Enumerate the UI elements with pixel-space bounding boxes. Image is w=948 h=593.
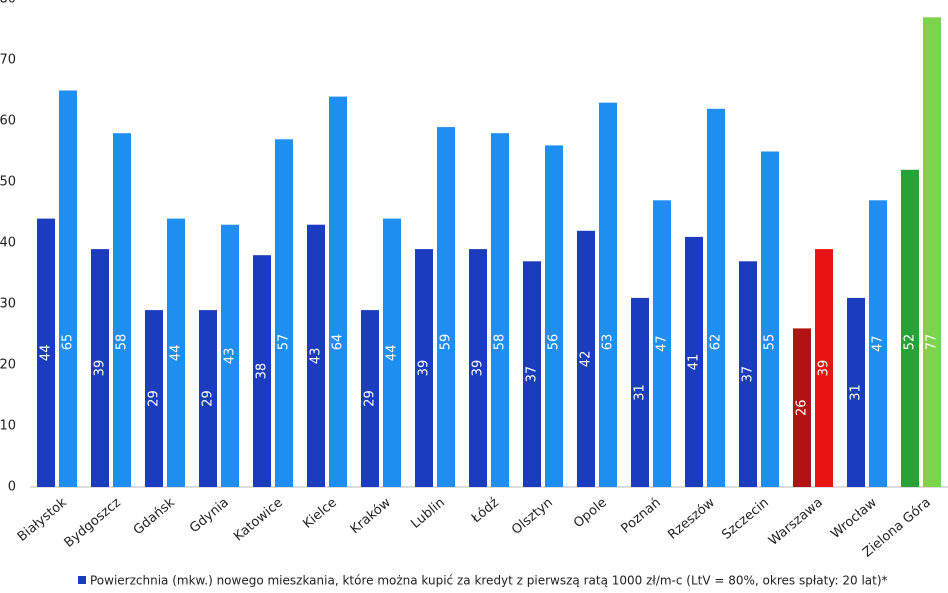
x-tick-label: Kraków [348,495,394,537]
value-label: 47 [655,335,670,352]
x-tick-label: Białystok [15,495,70,545]
x-tick-label: Wrocław [828,495,880,542]
value-label: 44 [385,345,400,362]
x-tick-label: Gdańsk [131,495,178,538]
value-label: 58 [493,334,508,351]
bar [469,249,487,487]
x-tick-label: Katowice [231,495,286,544]
legend-label: Powierzchnia (mkw.) nowego mieszkania, k… [90,574,888,588]
value-label: 39 [93,360,108,377]
bar [91,249,109,487]
bar [415,249,433,487]
x-tick-label: Rzeszów [665,495,718,543]
y-tick-label: 40 [0,236,16,251]
y-tick-label: 0 [8,480,16,495]
y-tick-label: 50 [0,175,16,190]
bar [847,297,865,487]
x-tick-label: Warszawa [766,495,826,549]
bar [253,255,271,487]
bar [577,230,595,488]
value-label: 57 [277,334,292,351]
bar [545,145,563,487]
bar [383,218,401,487]
bar [523,261,541,487]
x-tick-label: Lublin [408,495,447,532]
value-label: 39 [471,360,486,377]
bar [739,261,757,487]
y-tick-label: 20 [0,358,16,373]
y-tick-label: 70 [0,53,16,68]
value-label: 37 [741,366,756,383]
x-tick-label: Opole [571,495,610,531]
bar [901,169,919,488]
value-label: 65 [61,334,76,351]
bar [167,218,185,487]
bar [599,102,617,487]
y-tick-label: 60 [0,114,16,129]
x-tick-label: Olsztyn [509,495,556,538]
bar [145,310,163,487]
x-tick-label: Poznań [618,495,663,536]
value-label: 44 [169,345,184,362]
bar [685,236,703,487]
bar [437,127,455,487]
value-label: 39 [417,360,432,377]
value-label: 42 [579,351,594,368]
y-tick-label: 80 [0,0,16,7]
bar [761,151,779,487]
bar [793,328,811,487]
bar [869,200,887,488]
x-tick-label: Szczecin [719,495,772,543]
value-label: 55 [763,334,778,351]
x-tick-label: Kielce [300,495,339,531]
legend-swatch [78,576,86,584]
bar [329,96,347,487]
value-label: 77 [925,334,940,351]
y-tick-label: 30 [0,297,16,312]
value-label: 58 [115,334,130,351]
value-label: 64 [331,334,346,351]
y-tick-label: 10 [0,419,16,434]
value-label: 38 [255,363,270,380]
bar [815,249,833,487]
bar [113,133,131,487]
bar [491,133,509,487]
bar [199,310,217,487]
x-tick-label: Gdynia [187,495,232,536]
bar [307,224,325,487]
value-label: 43 [223,348,238,365]
value-label: 37 [525,366,540,383]
value-label: 62 [709,334,724,351]
bar [923,17,941,488]
bar [707,108,725,488]
value-label: 52 [903,334,918,351]
value-label: 44 [39,345,54,362]
value-label: 41 [687,354,702,371]
bar [361,310,379,487]
value-label: 39 [817,360,832,377]
value-label: 29 [363,390,378,407]
value-label: 56 [547,334,562,351]
value-label: 43 [309,348,324,365]
value-label: 31 [849,384,864,401]
value-label: 29 [147,390,162,407]
value-label: 47 [871,335,886,352]
bar [275,139,293,488]
bar [653,200,671,488]
x-tick-label: Łódź [468,495,502,527]
value-label: 26 [795,399,810,416]
value-label: 59 [439,334,454,351]
bar [221,224,239,487]
value-label: 29 [201,390,216,407]
bar [631,297,649,487]
x-tick-label: Bydgoszcz [62,495,124,551]
bar [37,218,55,487]
bar [59,90,77,487]
value-label: 63 [601,334,616,351]
value-label: 31 [633,384,648,401]
